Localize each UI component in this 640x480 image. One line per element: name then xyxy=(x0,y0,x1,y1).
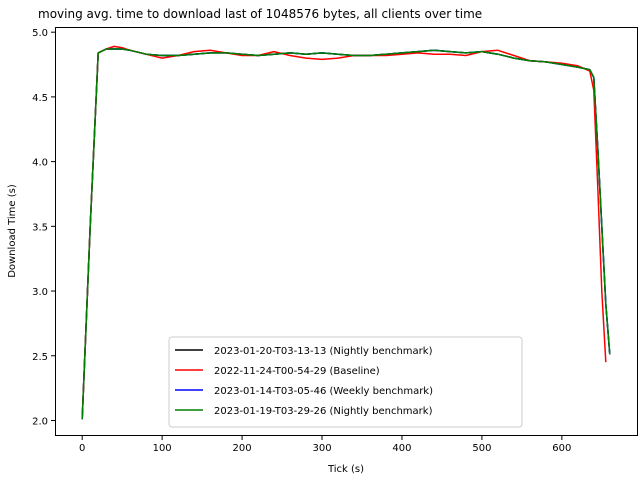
x-axis-label: Tick (s) xyxy=(327,464,364,475)
plot-area-frame xyxy=(55,27,638,436)
x-tick-label: 500 xyxy=(472,443,491,454)
x-tick-label: 300 xyxy=(312,443,331,454)
legend-entry-label: 2023-01-20-T03-13-13 (Nightly benchmark) xyxy=(214,346,433,357)
y-tick-label: 5.0 xyxy=(32,28,48,39)
legend-box xyxy=(168,336,523,428)
x-tick-label: 200 xyxy=(233,443,252,454)
y-tick-label: 3.0 xyxy=(32,287,48,298)
x-tick-label: 600 xyxy=(552,443,571,454)
x-tick-label: 100 xyxy=(153,443,172,454)
x-tick-label: 400 xyxy=(392,443,411,454)
y-tick-label: 2.5 xyxy=(32,352,48,363)
y-tick-label: 3.5 xyxy=(32,222,48,233)
x-tick-label: 0 xyxy=(79,443,85,454)
series-line-4 xyxy=(81,48,611,420)
legend-entry-label: 2023-01-14-T03-05-46 (Weekly benchmark) xyxy=(214,386,433,397)
legend-entry-label: 2022-11-24-T00-54-29 (Baseline) xyxy=(214,366,380,377)
y-tick-label: 4.0 xyxy=(32,158,48,169)
legend-entry-label: 2023-01-19-T03-29-26 (Nightly benchmark) xyxy=(214,406,433,417)
y-axis-label: Download Time (s) xyxy=(7,184,18,278)
y-tick-label: 4.5 xyxy=(32,93,48,104)
legend: 2023-01-20-T03-13-13 (Nightly benchmark)… xyxy=(168,336,523,428)
y-tick-label: 2.0 xyxy=(32,416,48,427)
chart-title: moving avg. time to download last of 104… xyxy=(38,7,482,21)
